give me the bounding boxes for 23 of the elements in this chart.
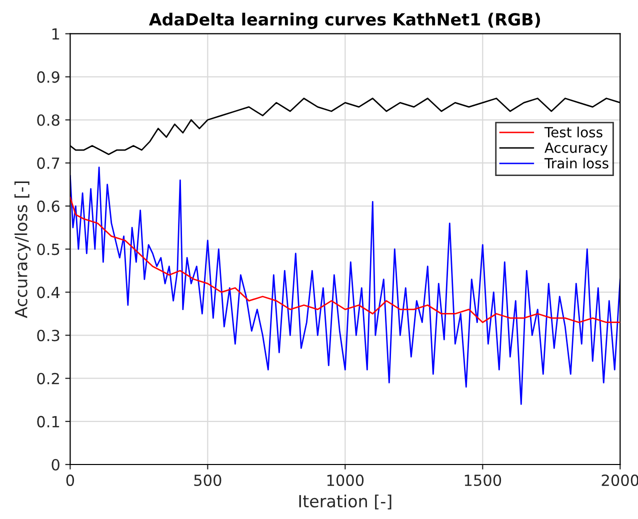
x-tick-label: 1500 bbox=[464, 474, 502, 486]
y-tick-label: 0.6 bbox=[37, 200, 60, 212]
legend-label: Accuracy bbox=[544, 142, 608, 156]
y-tick-label: 1 bbox=[52, 28, 60, 40]
x-axis-title: Iteration [-] bbox=[299, 494, 392, 510]
y-tick-label: 0.8 bbox=[37, 114, 60, 126]
y-tick-label: 0 bbox=[52, 458, 60, 471]
x-tick-label: 1000 bbox=[327, 474, 364, 486]
y-axis-title: Accuracy/loss [-] bbox=[14, 181, 31, 318]
line-series bbox=[70, 196, 620, 324]
x-tick-label: 0 bbox=[66, 474, 74, 486]
y-tick-label: 0.1 bbox=[37, 416, 60, 428]
y-tick-label: 0.4 bbox=[37, 286, 60, 298]
y-tick-label: 0.9 bbox=[37, 71, 60, 83]
y-tick-label: 0.7 bbox=[37, 157, 60, 169]
y-tick-label: 0.2 bbox=[37, 372, 59, 384]
legend-label: Test loss bbox=[544, 126, 602, 138]
line-series bbox=[70, 166, 620, 405]
x-tick-label: 500 bbox=[194, 474, 222, 486]
chart-title: AdaDelta learning curves KathNet1 (RGB) bbox=[148, 12, 540, 29]
y-tick-label: 0.5 bbox=[37, 244, 60, 256]
legend-label: Train loss bbox=[544, 158, 608, 168]
y-tick-label: 0.3 bbox=[37, 330, 60, 342]
